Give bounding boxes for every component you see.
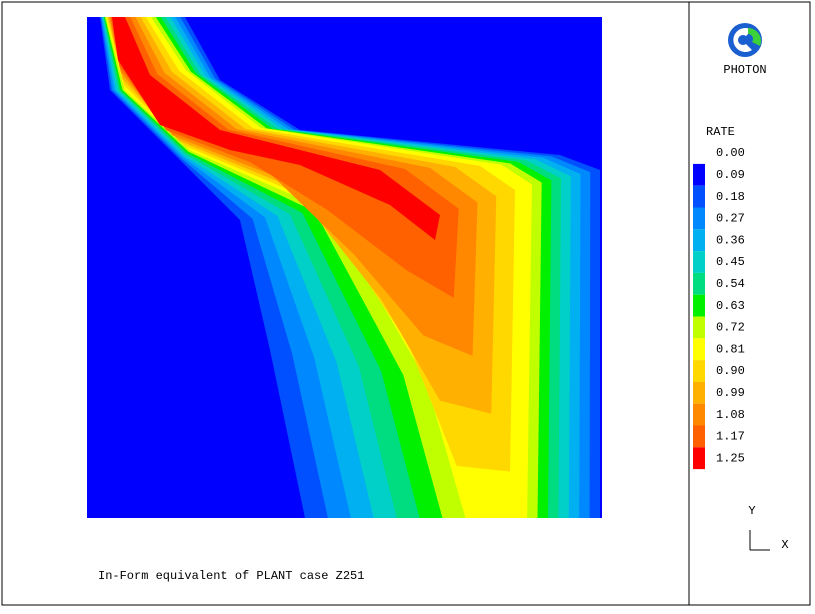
legend-swatch (693, 447, 705, 470)
legend-title: RATE (706, 125, 735, 139)
legend-label: 1.17 (716, 430, 745, 444)
legend-label: 0.72 (716, 321, 745, 335)
legend-label: 0.00 (716, 146, 745, 160)
legend-label: 0.63 (716, 299, 745, 313)
legend: 0.00 0.09 0.18 0.27 0.36 0.45 0.54 0.63 0.72 0.81… (693, 146, 745, 470)
legend-swatch (693, 403, 705, 426)
legend-swatch (693, 229, 705, 252)
logo-icon (728, 23, 762, 57)
legend-label: 0.90 (716, 364, 745, 378)
contour-band (112, 17, 440, 240)
legend-swatch (693, 316, 705, 339)
logo-label: PHOTON (723, 63, 766, 77)
legend-swatch (693, 381, 705, 404)
legend-label: 0.81 (716, 342, 745, 356)
legend-label: 0.27 (716, 212, 745, 226)
legend-swatch (693, 207, 705, 230)
legend-swatch (693, 294, 705, 317)
legend-label: 1.25 (716, 451, 745, 465)
legend-label: 0.99 (716, 386, 745, 400)
axis-x-label: X (781, 538, 788, 552)
legend-label: 1.08 (716, 408, 745, 422)
legend-swatch (693, 360, 705, 382)
legend-swatch (693, 185, 705, 208)
legend-swatch (693, 425, 705, 448)
legend-label: 0.09 (716, 168, 745, 182)
legend-label: 0.54 (716, 277, 745, 291)
legend-swatch (693, 272, 705, 295)
legend-label: 0.45 (716, 255, 745, 269)
legend-label: 0.36 (716, 233, 745, 247)
legend-swatch (693, 338, 705, 361)
contour-field (87, 17, 602, 518)
legend-label: 0.18 (716, 190, 745, 204)
legend-swatch (693, 251, 705, 273)
axis-y-label: Y (748, 504, 755, 518)
caption: In-Form equivalent of PLANT case Z251 (98, 569, 364, 583)
legend-swatch (693, 163, 705, 186)
